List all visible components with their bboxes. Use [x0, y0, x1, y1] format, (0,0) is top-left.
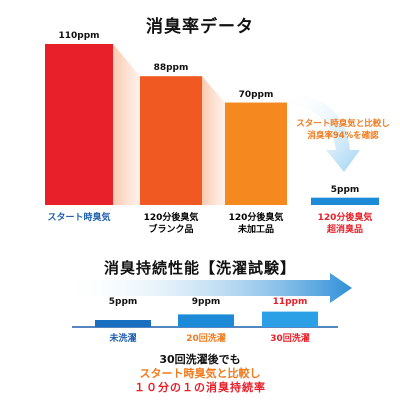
- category-label-line: 未加工品: [237, 225, 274, 235]
- annotation-line-2: 消臭率94%を確認: [307, 131, 379, 141]
- category-label-line: 120分後臭気: [228, 213, 284, 223]
- summary-line-3: １０分の１の消臭持続率: [134, 381, 266, 394]
- category-label: 120分後臭気 未加工品: [211, 212, 301, 236]
- category-label: 30回洗濯: [250, 333, 330, 345]
- category-label: 120分後臭気 超消臭品: [297, 212, 393, 236]
- category-label: 120分後臭気 ブランク品: [126, 212, 216, 236]
- value-label: 11ppm: [272, 297, 308, 307]
- bar-1: [140, 76, 202, 205]
- value-label: 5ppm: [330, 184, 360, 195]
- category-label: 未洗濯: [83, 333, 163, 345]
- bar-2: [262, 311, 318, 327]
- bar-connector: [202, 76, 225, 205]
- bar-connector: [113, 44, 140, 205]
- chart-title: 消臭率データ: [146, 17, 254, 37]
- category-label-line: 120分後臭気: [317, 213, 373, 223]
- bar-2: [225, 102, 287, 205]
- category-label-line: 20回洗濯: [186, 334, 226, 344]
- bar-1: [178, 314, 234, 327]
- category-label-line: 30回洗濯: [270, 334, 310, 344]
- value-label: 70ppm: [238, 89, 274, 100]
- bar-0: [45, 44, 113, 205]
- value-label: 88ppm: [153, 63, 189, 74]
- value-label: 110ppm: [58, 31, 100, 41]
- bar-3: [311, 197, 379, 205]
- category-label-line: スタート時臭気: [47, 213, 111, 223]
- curved-arrow-icon: [287, 92, 360, 172]
- category-label-line: ブランク品: [148, 225, 194, 235]
- category-label-line: 120分後臭気: [143, 213, 199, 223]
- summary-text: 30回洗濯後でも スタート時臭気と比較し １０分の１の消臭持続率: [0, 353, 400, 395]
- annotation-line-1: スタート時臭気と比較し: [296, 119, 390, 129]
- progress-arrow-icon: [60, 273, 352, 303]
- summary-line-2: スタート時臭気と比較し: [139, 367, 261, 380]
- bar-0: [95, 320, 151, 327]
- category-label: スタート時臭気: [31, 212, 127, 224]
- category-label: 20回洗濯: [166, 333, 246, 345]
- summary-line-1: 30回洗濯後でも: [159, 353, 241, 366]
- wash-chart-title: 消臭持続性能【洗濯試験】: [103, 259, 296, 277]
- value-label: 5ppm: [108, 297, 138, 307]
- category-label-line: 未洗濯: [109, 334, 137, 344]
- category-label-line: 超消臭品: [326, 225, 363, 235]
- reduction-annotation: スタート時臭気と比較し 消臭率94%を確認: [288, 118, 398, 142]
- value-label: 9ppm: [191, 297, 221, 307]
